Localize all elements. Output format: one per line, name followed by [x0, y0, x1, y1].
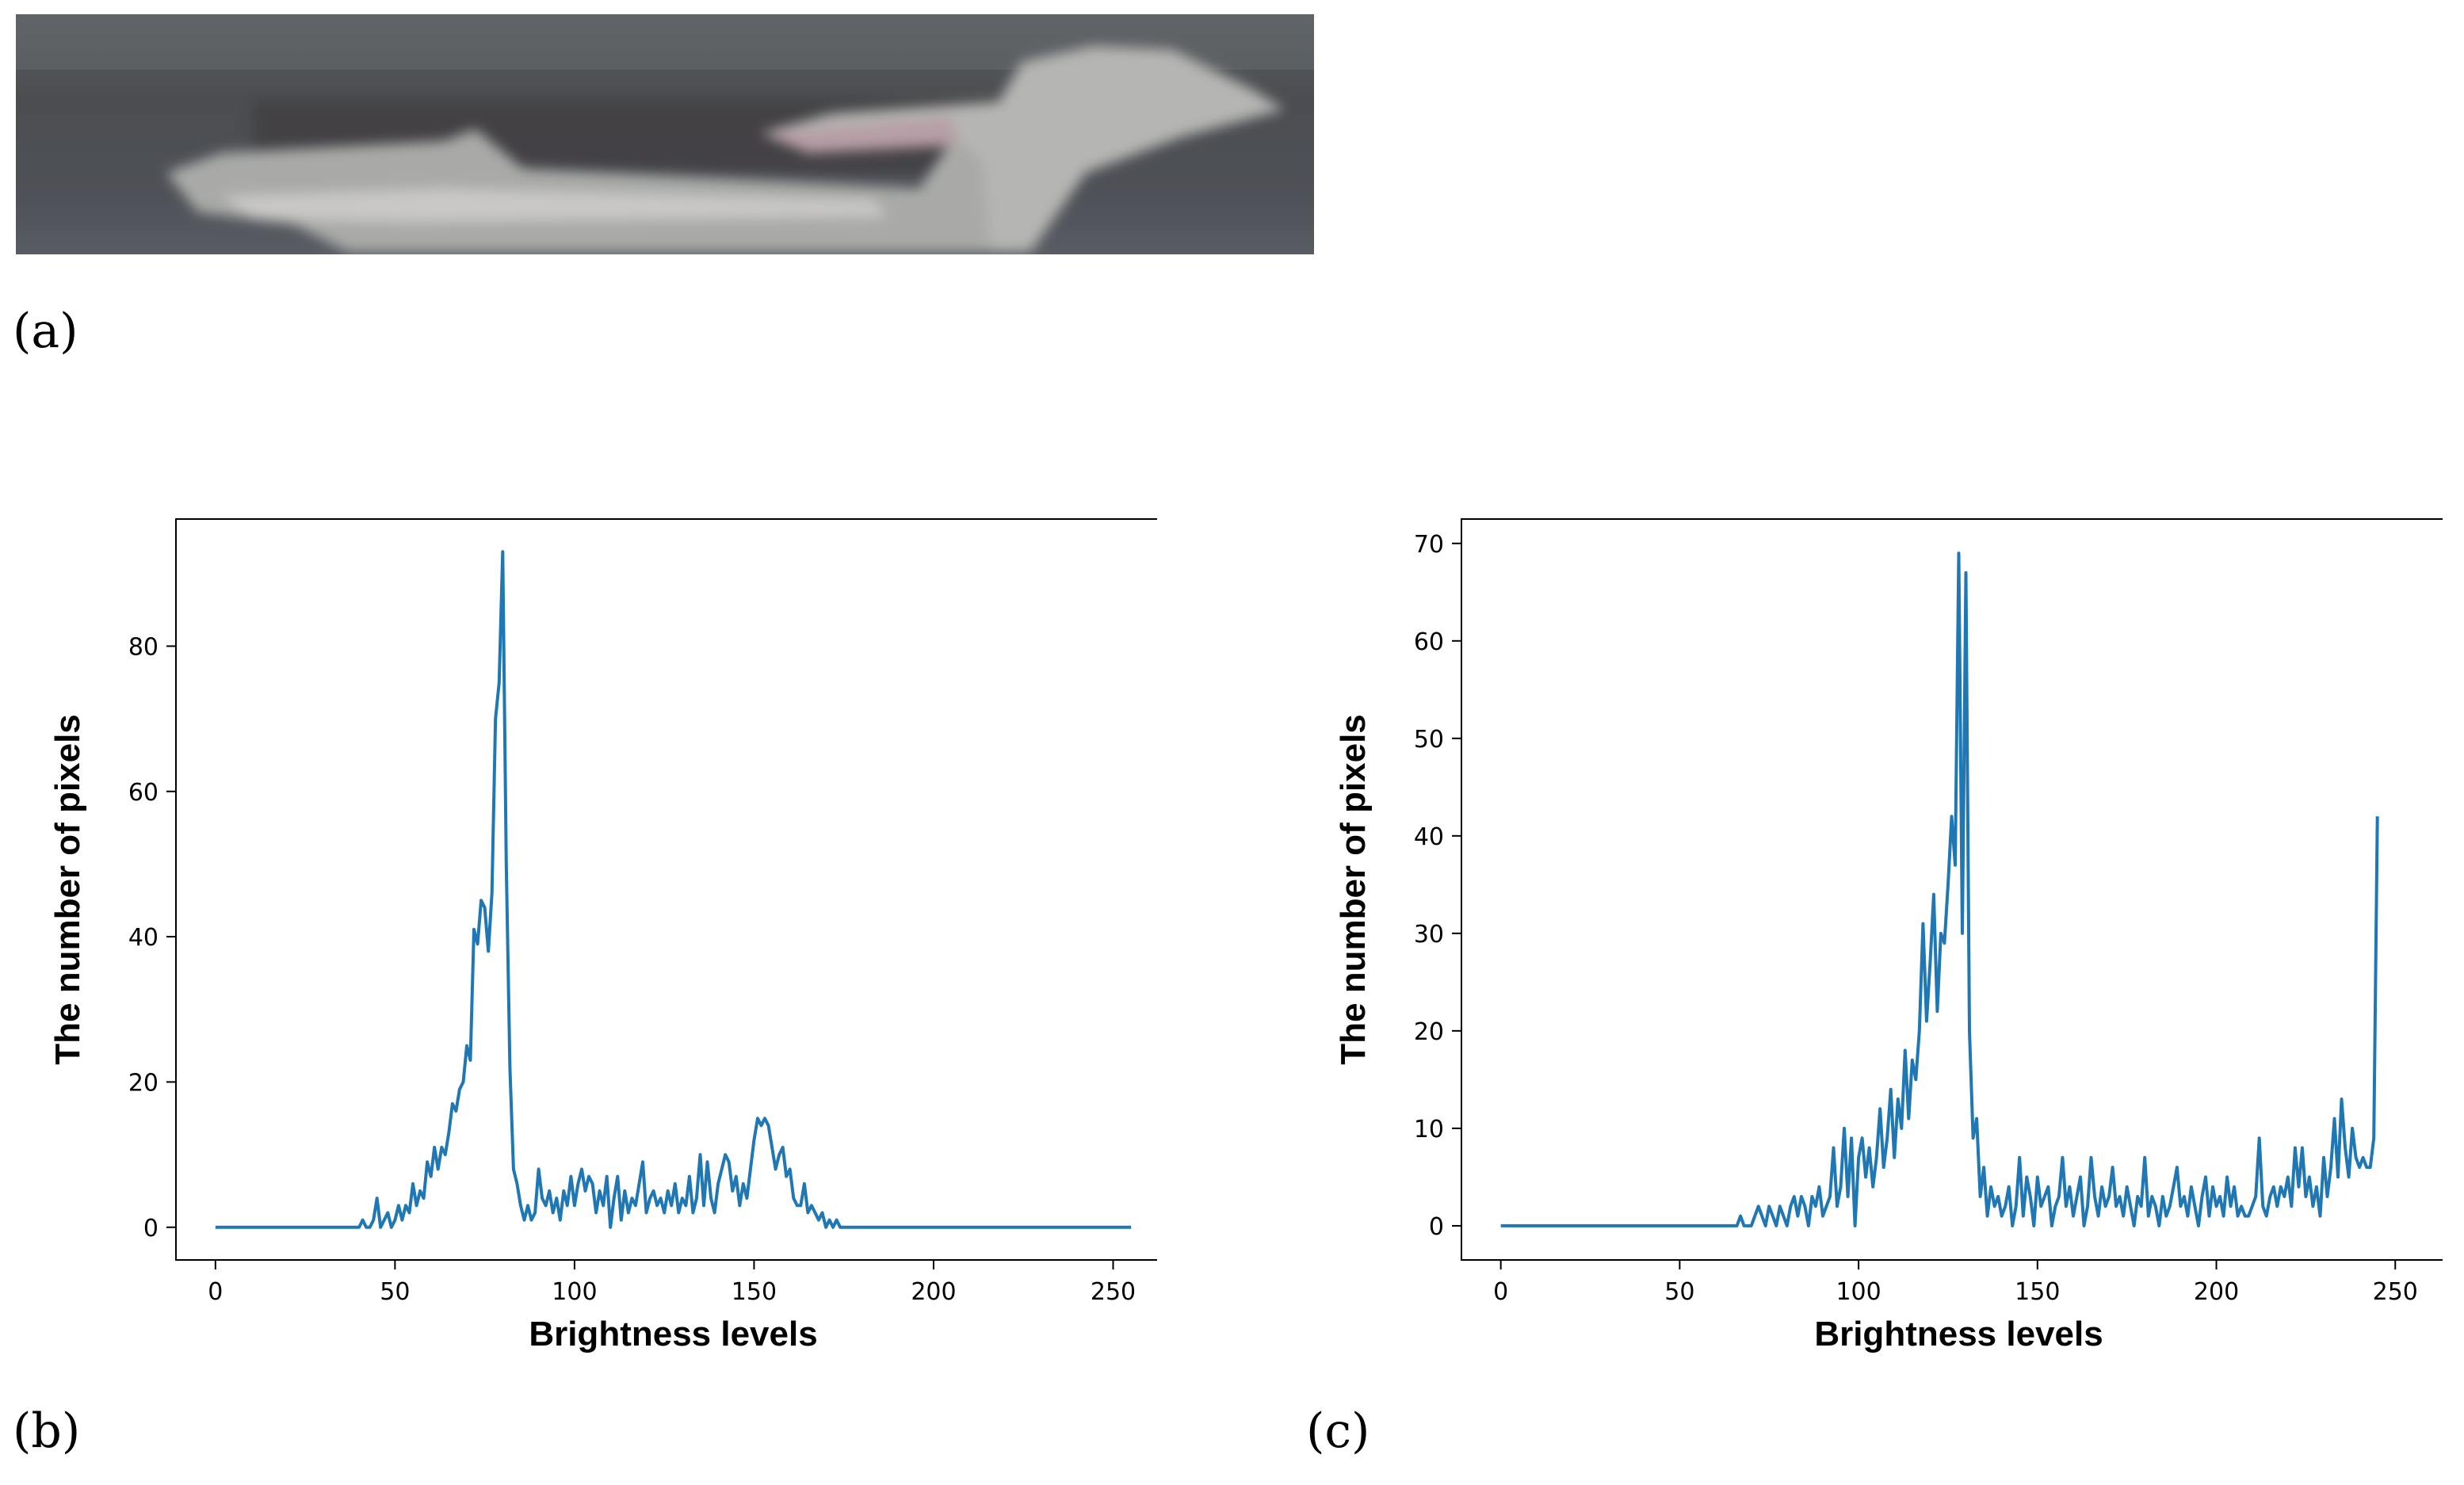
y-tick-label: 50 [1414, 726, 1444, 754]
x-tick-label: 100 [1836, 1278, 1881, 1306]
plot-frame [175, 518, 1157, 1261]
histogram-svg-c: 0 50 100 150 200 250 0 10 20 30 40 50 60 70 Brightness… [1334, 518, 2443, 1353]
y-tick-label: 80 [128, 633, 159, 661]
x-tick-label: 250 [1091, 1278, 1136, 1306]
x-tick-label: 0 [1493, 1278, 1508, 1306]
y-tick-label: 40 [1414, 823, 1444, 851]
y-tick-label: 30 [1414, 921, 1444, 949]
y-tick-label: 20 [128, 1069, 159, 1097]
x-axis-title: Brightness levels [1814, 1315, 2103, 1353]
histogram-chart-b: 0 50 100 150 200 250 0 20 40 60 80 Brightness level… [0, 507, 1157, 1355]
x-tick-label: 50 [1664, 1278, 1694, 1306]
x-tick-label: 200 [2194, 1278, 2239, 1306]
y-tick-label: 60 [1414, 628, 1444, 656]
y-tick-label: 0 [1429, 1213, 1444, 1241]
y-tick-label: 10 [1414, 1116, 1444, 1143]
series-line [215, 550, 1132, 1229]
y-tick-label: 70 [1414, 531, 1444, 559]
panel-label-c: (c) [1306, 1403, 1370, 1459]
road-marking-photo [16, 14, 1314, 254]
y-tick-label: 0 [143, 1215, 159, 1243]
x-tick-label: 50 [380, 1278, 410, 1306]
x-axis-title: Brightness levels [529, 1315, 817, 1353]
y-tick-label: 20 [1414, 1018, 1444, 1046]
panel-label-b: (b) [13, 1403, 81, 1459]
x-tick-label: 200 [911, 1278, 956, 1306]
y-tick-label: 60 [128, 779, 159, 807]
plot-frame [1461, 518, 2443, 1261]
y-axis-title: The number of pixels [1334, 714, 1373, 1065]
y-axis-title: The number of pixels [48, 714, 87, 1065]
x-tick-label: 100 [552, 1278, 597, 1306]
x-tick-label: 150 [732, 1278, 777, 1306]
histogram-chart-c: 0 50 100 150 200 250 0 10 20 30 40 50 60 70 Brightness… [1285, 507, 2443, 1355]
x-tick-label: 150 [2015, 1278, 2060, 1306]
x-tick-label: 250 [2373, 1278, 2418, 1306]
x-tick-label: 0 [208, 1278, 223, 1306]
y-tick-label: 40 [128, 924, 159, 952]
histogram-svg-b: 0 50 100 150 200 250 0 20 40 60 80 Brightness level… [48, 518, 1157, 1353]
panel-label-a: (a) [13, 303, 78, 359]
series-line [1500, 552, 2379, 1227]
